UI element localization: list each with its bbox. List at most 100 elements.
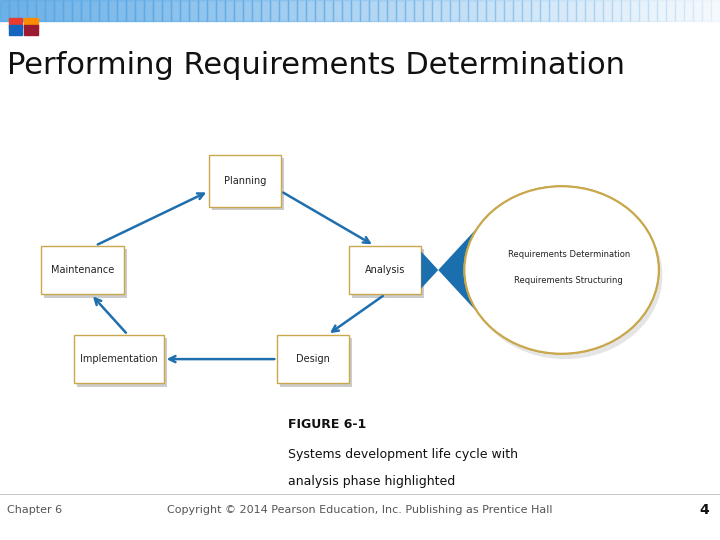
Bar bbox=[621, 0, 630, 21]
Bar bbox=[207, 0, 216, 21]
Bar bbox=[279, 0, 288, 21]
Bar bbox=[567, 0, 576, 21]
Bar bbox=[702, 0, 711, 21]
Bar bbox=[90, 0, 99, 21]
Bar bbox=[36, 0, 45, 21]
Text: Maintenance: Maintenance bbox=[51, 265, 114, 275]
Text: FIGURE 6-1: FIGURE 6-1 bbox=[288, 418, 366, 431]
Bar bbox=[423, 0, 432, 21]
Bar bbox=[414, 0, 423, 21]
Bar bbox=[684, 0, 693, 21]
Bar bbox=[486, 0, 495, 21]
Bar bbox=[45, 0, 54, 21]
Bar bbox=[675, 0, 684, 21]
FancyBboxPatch shape bbox=[45, 249, 127, 298]
Bar bbox=[513, 0, 522, 21]
Bar bbox=[252, 0, 261, 21]
Bar bbox=[135, 0, 144, 21]
Bar bbox=[594, 0, 603, 21]
FancyBboxPatch shape bbox=[77, 338, 167, 387]
Ellipse shape bbox=[464, 186, 659, 354]
Bar bbox=[711, 0, 720, 21]
Text: Requirements Structuring: Requirements Structuring bbox=[514, 276, 624, 285]
Ellipse shape bbox=[464, 186, 659, 354]
FancyBboxPatch shape bbox=[352, 249, 424, 298]
FancyBboxPatch shape bbox=[209, 156, 281, 206]
FancyBboxPatch shape bbox=[42, 246, 125, 294]
Text: Design: Design bbox=[296, 354, 330, 364]
Bar bbox=[666, 0, 675, 21]
Bar bbox=[153, 0, 162, 21]
Bar bbox=[648, 0, 657, 21]
Bar bbox=[459, 0, 468, 21]
Bar bbox=[126, 0, 135, 21]
Bar bbox=[477, 0, 486, 21]
Bar bbox=[171, 0, 180, 21]
Bar bbox=[162, 0, 171, 21]
Polygon shape bbox=[421, 211, 493, 329]
Bar bbox=[306, 0, 315, 21]
Bar bbox=[270, 0, 279, 21]
Bar bbox=[234, 0, 243, 21]
Bar bbox=[333, 0, 342, 21]
Bar bbox=[558, 0, 567, 21]
Bar bbox=[657, 0, 666, 21]
Bar bbox=[360, 0, 369, 21]
Text: Performing Requirements Determination: Performing Requirements Determination bbox=[7, 51, 625, 80]
Bar bbox=[108, 0, 117, 21]
Text: Systems development life cycle with: Systems development life cycle with bbox=[288, 448, 518, 461]
Bar bbox=[9, 0, 18, 21]
Bar bbox=[639, 0, 648, 21]
Bar bbox=[63, 0, 72, 21]
Text: 4: 4 bbox=[699, 503, 709, 517]
Text: Analysis: Analysis bbox=[365, 265, 405, 275]
Bar bbox=[99, 0, 108, 21]
Bar bbox=[180, 0, 189, 21]
Bar bbox=[24, 25, 38, 35]
Bar bbox=[261, 0, 270, 21]
Bar bbox=[405, 0, 414, 21]
FancyBboxPatch shape bbox=[212, 159, 284, 210]
Bar bbox=[576, 0, 585, 21]
FancyBboxPatch shape bbox=[280, 338, 352, 387]
Bar bbox=[468, 0, 477, 21]
Bar bbox=[18, 0, 27, 21]
FancyBboxPatch shape bbox=[349, 246, 421, 294]
Bar bbox=[585, 0, 594, 21]
Text: Copyright © 2014 Pearson Education, Inc. Publishing as Prentice Hall: Copyright © 2014 Pearson Education, Inc.… bbox=[167, 505, 553, 515]
Text: analysis phase highlighted: analysis phase highlighted bbox=[288, 475, 455, 488]
Bar bbox=[216, 0, 225, 21]
Bar bbox=[288, 0, 297, 21]
Bar bbox=[378, 0, 387, 21]
Bar bbox=[495, 0, 504, 21]
Bar bbox=[540, 0, 549, 21]
Text: Implementation: Implementation bbox=[80, 354, 158, 364]
Bar bbox=[432, 0, 441, 21]
Bar bbox=[342, 0, 351, 21]
Ellipse shape bbox=[468, 192, 662, 359]
Text: Chapter 6: Chapter 6 bbox=[7, 505, 63, 515]
Bar bbox=[351, 0, 360, 21]
Bar bbox=[189, 0, 198, 21]
Bar bbox=[9, 18, 22, 28]
Text: Planning: Planning bbox=[224, 176, 266, 186]
Bar bbox=[387, 0, 396, 21]
Bar bbox=[612, 0, 621, 21]
Bar bbox=[0, 0, 9, 21]
FancyBboxPatch shape bbox=[74, 335, 164, 383]
Bar bbox=[27, 0, 36, 21]
FancyBboxPatch shape bbox=[277, 335, 349, 383]
Bar bbox=[198, 0, 207, 21]
Bar bbox=[531, 0, 540, 21]
Bar bbox=[9, 25, 22, 35]
Bar bbox=[504, 0, 513, 21]
Bar bbox=[441, 0, 450, 21]
Bar bbox=[144, 0, 153, 21]
Bar bbox=[369, 0, 378, 21]
Bar bbox=[630, 0, 639, 21]
Bar bbox=[693, 0, 702, 21]
Bar bbox=[54, 0, 63, 21]
Bar bbox=[522, 0, 531, 21]
Bar bbox=[315, 0, 324, 21]
Bar bbox=[225, 0, 234, 21]
